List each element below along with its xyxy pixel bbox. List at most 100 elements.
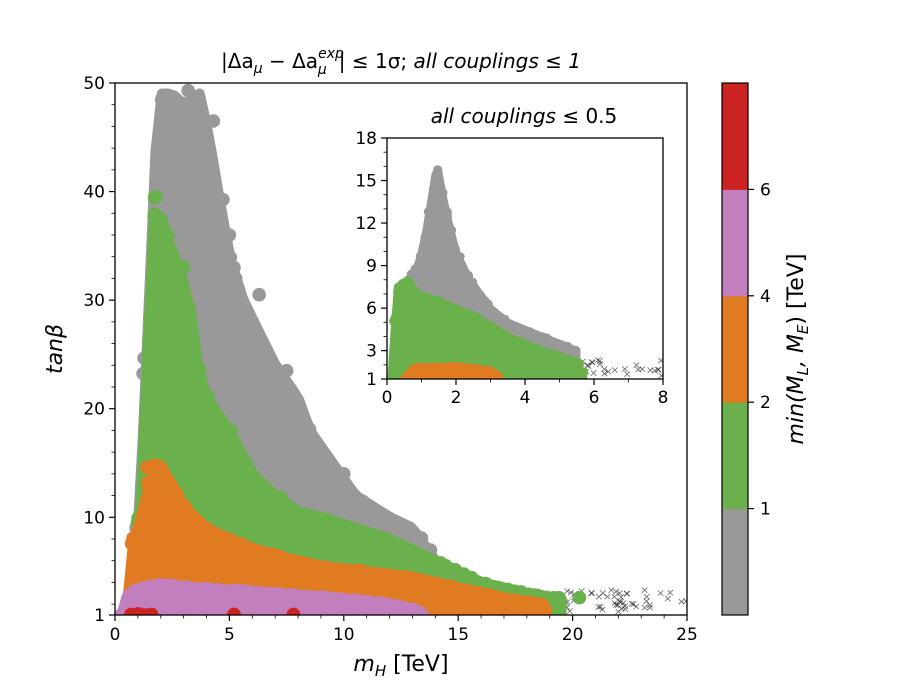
main-point	[144, 607, 159, 615]
main-point	[156, 89, 170, 103]
inset-trail-mark: ×	[646, 363, 655, 376]
main-trail-mark: ×	[615, 594, 624, 607]
main-point	[162, 102, 176, 117]
inset-y-tick-label: 9	[366, 257, 377, 277]
inset-trail-mark: ×	[600, 367, 609, 380]
main-point	[227, 260, 241, 275]
main-point	[128, 531, 143, 546]
colorbar-tick-label: 6	[760, 180, 771, 200]
inset-trail-mark: ×	[604, 365, 613, 378]
main-trail-mark: ×	[621, 599, 630, 612]
y-tick-label: 1	[94, 606, 105, 626]
inset-point	[442, 211, 453, 221]
main-point	[248, 473, 262, 488]
main-plot-area: ××××× ×××××× × ××××××××××× ×× ×× ××××× × ××× × ×× ×…	[115, 83, 687, 616]
main-point	[170, 272, 184, 287]
main-point	[552, 590, 566, 605]
main-point	[337, 467, 351, 481]
y-tick-label: 10	[83, 508, 105, 528]
main-point	[260, 358, 274, 372]
inset-axis-ticks: 0 2 4 6 8 1 3 6 9 12 15 18	[355, 129, 668, 408]
main-point	[289, 590, 303, 604]
main-point	[274, 490, 288, 505]
main-point	[163, 261, 178, 276]
main-point	[285, 390, 300, 404]
inset-y-tick-label: 12	[355, 214, 377, 234]
main-trail-mark: ×	[642, 595, 651, 608]
main-point	[202, 146, 217, 160]
inset-x-tick-label: 4	[520, 388, 531, 408]
main-trail-mark: ×	[621, 603, 630, 616]
main-trail-mark: ×	[563, 596, 572, 609]
main-trail-mark: ×	[645, 598, 654, 611]
main-point	[222, 228, 237, 242]
colorbar-segment	[722, 295, 748, 403]
main-point	[201, 389, 215, 404]
main-trail-mark: ×	[603, 590, 612, 603]
inset-point	[417, 260, 427, 270]
colorbar-tick-label: 2	[760, 393, 771, 413]
main-trail-mark: ×	[622, 587, 631, 600]
y-tick-label: 50	[83, 74, 105, 94]
main-trail-mark: ×	[563, 600, 572, 613]
inset-point	[574, 360, 584, 370]
main-point	[193, 363, 207, 377]
x-tick-label: 5	[224, 625, 235, 645]
x-tick-label: 25	[676, 625, 698, 645]
main-point	[229, 453, 243, 467]
main-point	[176, 260, 191, 275]
inset-y-tick-label: 18	[355, 129, 377, 149]
inset-trail-mark: ×	[595, 354, 604, 367]
main-point	[228, 271, 243, 286]
main-trail-mark: ×	[617, 602, 626, 615]
main-point	[533, 604, 548, 615]
main-trail-mark: ×	[613, 599, 622, 612]
x-tick-label: 0	[110, 625, 121, 645]
main-point	[188, 373, 202, 388]
main-point	[426, 564, 440, 579]
inset-y-tick-label: 15	[355, 172, 377, 192]
inset-point	[575, 368, 586, 378]
inset-point	[490, 308, 500, 318]
inset-x-tick-label: 0	[382, 388, 393, 408]
main-point	[302, 429, 317, 443]
inset-trail-mark: ×	[654, 363, 663, 376]
colorbar-segment	[722, 508, 748, 616]
inset-trail-mark: ×	[656, 354, 665, 367]
main-point	[153, 460, 168, 475]
main-trail-mark: ×	[607, 583, 616, 596]
main-point	[182, 97, 196, 112]
inset-point	[425, 216, 435, 226]
colorbar-segment	[722, 402, 748, 510]
main-trail-mark: ×	[632, 600, 641, 613]
main-point	[239, 461, 253, 476]
main-point	[140, 460, 154, 475]
main-point	[369, 596, 384, 611]
inset-trail-mark: ×	[657, 369, 666, 382]
main-trail-mark: ×	[563, 584, 572, 597]
inset-point	[387, 374, 396, 379]
main-point	[250, 331, 264, 345]
inset-y-tick-label: 6	[366, 299, 377, 319]
main-point	[206, 114, 221, 128]
inset-trail-mark: ×	[650, 364, 659, 377]
colorbar-segment	[722, 189, 748, 297]
inset-point	[420, 242, 430, 252]
main-point	[210, 239, 225, 253]
main-point	[271, 587, 286, 601]
main-point	[219, 427, 234, 441]
inset-trail-mark: ×	[587, 355, 596, 368]
main-point	[245, 315, 260, 329]
inset-point	[423, 207, 433, 217]
main-trail-mark: ×	[622, 587, 631, 600]
main-point	[174, 287, 188, 301]
y-tick-label: 40	[83, 183, 105, 203]
x-axis-label: mH [TeV]	[353, 652, 448, 680]
y-axis-label: tanβ	[43, 324, 68, 374]
main-point	[203, 193, 218, 207]
main-series-red	[124, 607, 301, 615]
main-trail-mark: ×	[577, 584, 586, 597]
inset-y-tick-label: 1	[366, 370, 377, 390]
inset-trail-mark: ×	[584, 359, 593, 372]
